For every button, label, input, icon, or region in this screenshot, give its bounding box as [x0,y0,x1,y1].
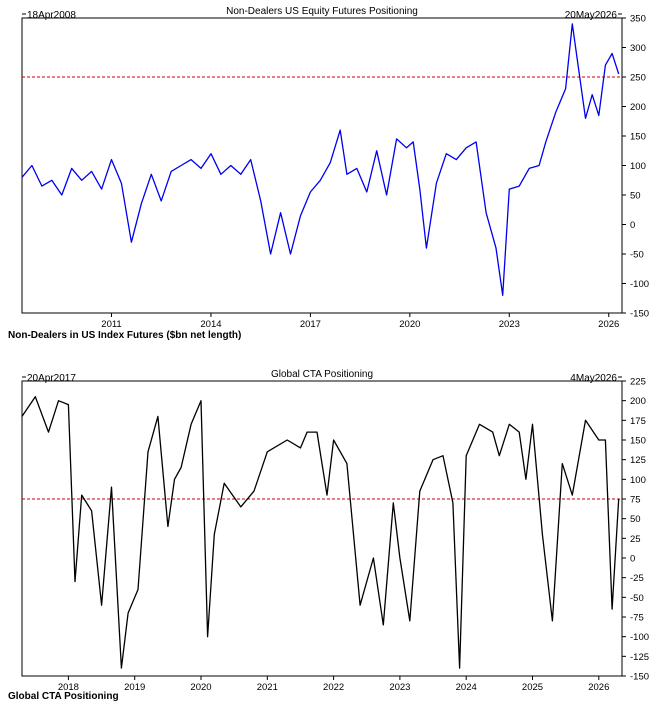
chart-legend: Global CTA Positioning [8,691,119,702]
y-tick-label: 250 [630,73,646,84]
x-tick-label: 2018 [58,682,79,693]
end-date-label: 4May2026 [570,373,617,384]
x-tick-label: 2026 [588,682,609,693]
chart-legend: Non-Dealers in US Index Futures ($bn net… [8,330,241,341]
y-tick-label: -50 [630,250,644,261]
y-tick-label: 0 [630,220,635,231]
y-tick-label: 100 [630,475,646,486]
y-tick-label: 150 [630,436,646,447]
x-tick-label: 2023 [389,682,410,693]
y-tick-label: -100 [630,279,649,290]
y-tick-label: -125 [630,652,649,663]
y-tick-label: 175 [630,416,646,427]
cta-positioning-chart: Global CTA Positioning 20Apr2017 4May202… [8,369,649,702]
x-tick-label: 2019 [124,682,145,693]
y-tick-label: 50 [630,191,641,202]
y-tick-label: 200 [630,396,646,407]
y-tick-label: 50 [630,514,641,525]
y-tick-label: 350 [630,14,646,25]
series-line [21,23,620,296]
y-tick-label: 0 [630,554,635,565]
y-tick-label: 200 [630,102,646,113]
x-tick-label: 2021 [257,682,278,693]
x-tick-label: 2020 [190,682,211,693]
y-tick-label: -150 [630,309,649,320]
y-tick-label: 300 [630,43,646,54]
start-date-label: 20Apr2017 [27,373,76,384]
y-tick-label: -150 [630,672,649,683]
y-tick-label: 100 [630,161,646,172]
y-tick-label: 150 [630,132,646,143]
y-tick-label: -25 [630,573,644,584]
chart-title: Non-Dealers US Equity Futures Positionin… [226,6,418,17]
y-tick-label: -50 [630,593,644,604]
chart-title: Global CTA Positioning [271,369,373,380]
y-tick-label: 225 [630,377,646,388]
x-tick-label: 2011 [101,319,121,330]
y-tick-label: 25 [630,534,641,545]
x-tick-label: 2025 [522,682,543,693]
plot-area [21,17,623,314]
x-tick-label: 2023 [499,319,520,330]
y-tick-label: 125 [630,455,646,466]
x-tick-label: 2022 [323,682,344,693]
series-line [21,396,620,669]
x-tick-label: 2014 [200,319,221,330]
y-tick-label: -100 [630,632,649,643]
start-date-label: 18Apr2008 [27,10,76,21]
y-tick-label: -75 [630,613,644,624]
end-date-label: 20May2026 [565,10,618,21]
x-tick-label: 2026 [598,319,619,330]
plot-area [21,380,623,677]
equity-futures-chart: Non-Dealers US Equity Futures Positionin… [8,6,649,341]
x-tick-label: 2020 [399,319,420,330]
x-tick-label: 2024 [456,682,477,693]
x-tick-label: 2017 [300,319,321,330]
y-tick-label: 75 [630,495,641,506]
